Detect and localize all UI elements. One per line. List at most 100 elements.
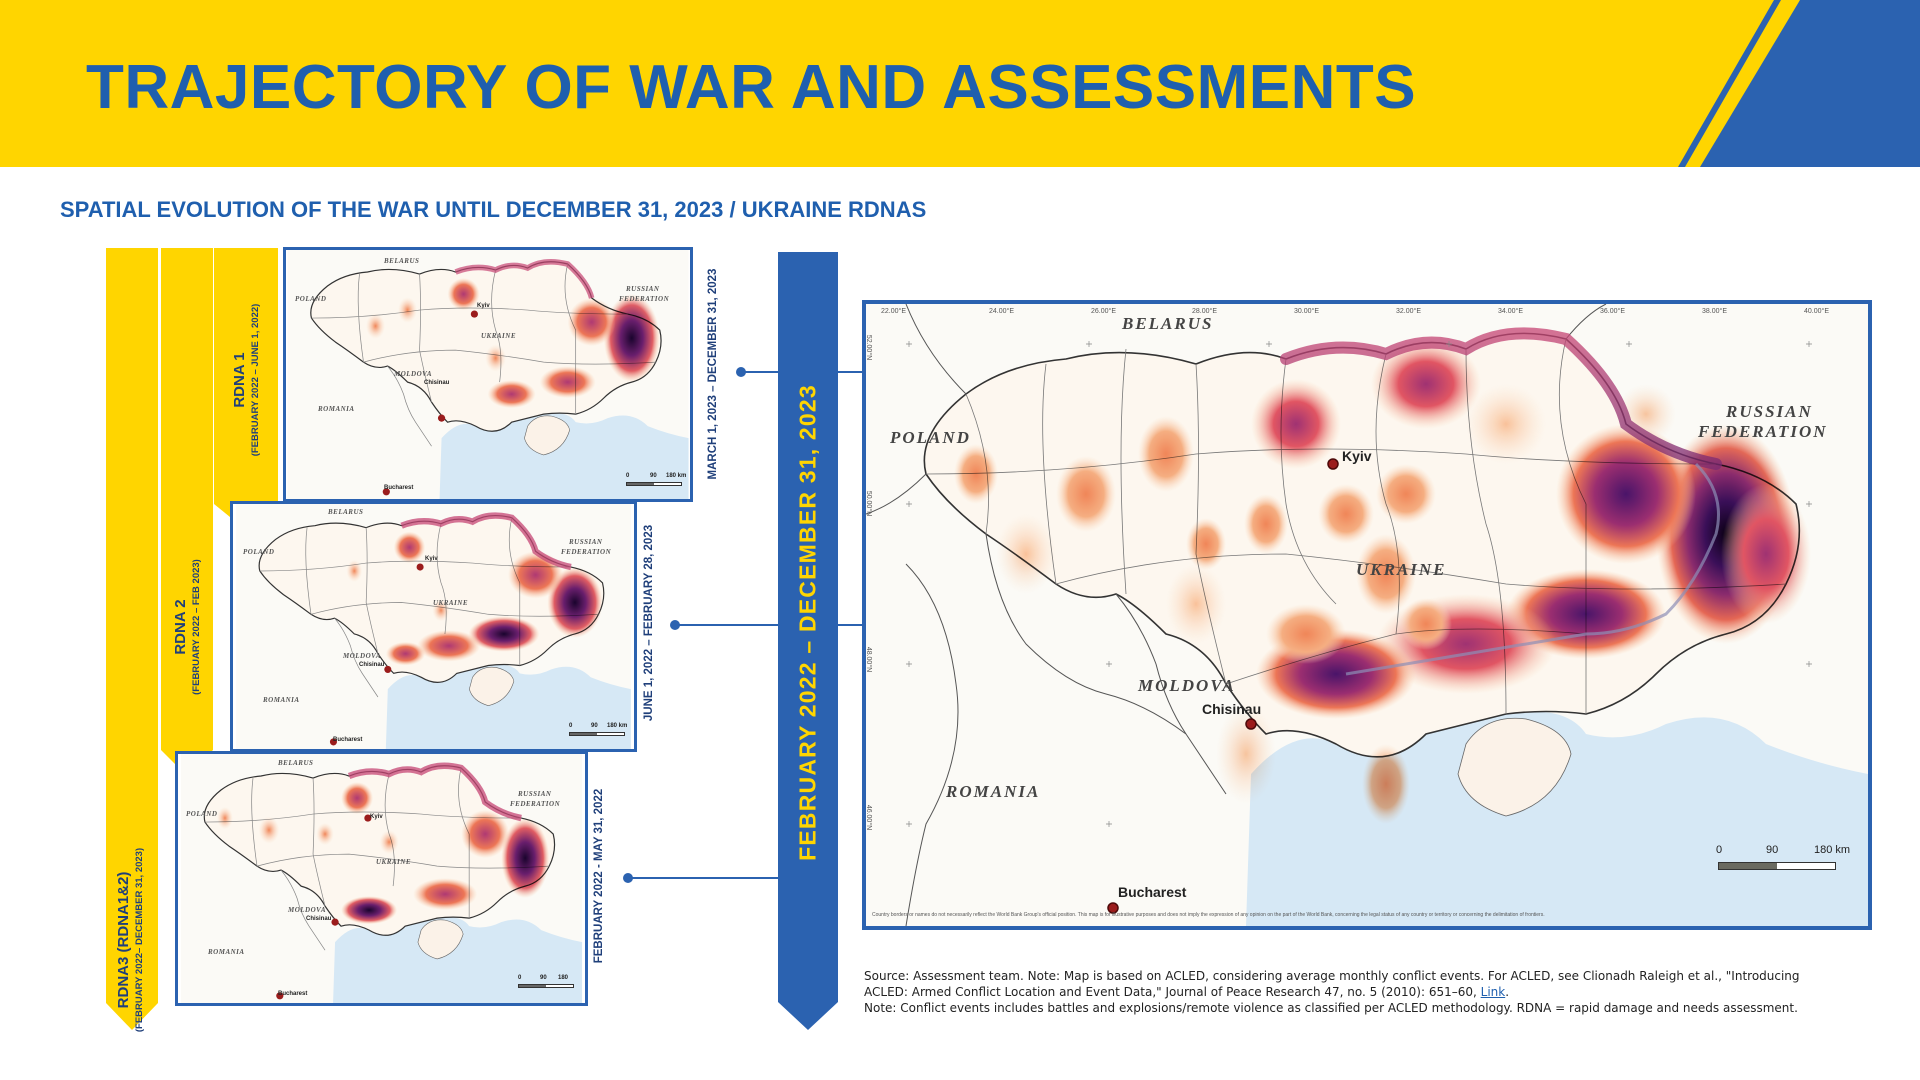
small-map-2-russia: RUSSIAN <box>569 538 603 546</box>
connector-2a <box>675 624 778 626</box>
connector-1b <box>838 371 862 373</box>
small-map-2-belarus: BELARUS <box>328 508 364 516</box>
source-line-1: Source: Assessment team. Note: Map is ba… <box>864 969 1800 983</box>
label-chisinau: Chisinau <box>1202 701 1262 717</box>
small-map-1-ukraine: UKRAINE <box>481 332 517 340</box>
small-map-2-scale-bar <box>569 732 625 736</box>
label-ukraine: UKRAINE <box>1356 560 1447 579</box>
small-map-1-russia-2: FEDERATION <box>619 295 670 303</box>
lon-label-40: 40.00°E <box>1804 308 1829 315</box>
small-map-1-russia: RUSSIAN <box>626 285 660 293</box>
lon-label-36: 36.00°E <box>1600 308 1625 315</box>
scale-mid: 90 <box>1766 844 1779 856</box>
rdna3-banner-label: RDNA3 (RDNA1&2) (FEBRUARY 2022– DECEMBER… <box>115 790 145 1080</box>
small-map-3-bucharest: Bucharest <box>278 991 308 997</box>
header-corner-decoration <box>1678 0 1920 167</box>
overall-period-banner <box>778 252 838 1030</box>
small-map-1-kyiv: Kyiv <box>477 303 490 309</box>
lon-label-38: 38.00°E <box>1702 308 1727 315</box>
rdna3-banner <box>106 248 158 1030</box>
small-map-3-scale-zero: 0 <box>518 975 522 981</box>
label-moldova: MOLDOVA <box>1138 676 1236 695</box>
source-note: Source: Assessment team. Note: Map is ba… <box>864 968 1874 1016</box>
rdna3-name: RDNA3 (RDNA1&2) <box>115 871 132 1009</box>
small-map-3-russia: RUSSIAN <box>518 790 552 798</box>
lon-label-22: 22.00°E <box>881 308 906 315</box>
small-map-2-period: JUNE 1, 2022 – FEBRUARY 28, 2023 <box>643 524 655 722</box>
label-russia: RUSSIAN <box>1726 402 1813 421</box>
conflict-heatmap-graphic <box>866 304 1868 926</box>
small-map-2-romania: ROMANIA <box>263 696 300 704</box>
label-romania: ROMANIA <box>946 782 1041 801</box>
small-map-2-scale-mid: 90 <box>591 723 598 729</box>
scale-bar <box>1718 862 1836 870</box>
label-russia-2: FEDERATION <box>1698 422 1828 441</box>
lon-label-34: 34.00°E <box>1498 308 1523 315</box>
small-map-3-kyiv: Kyiv <box>370 814 383 820</box>
small-map-2-moldova: MOLDOVA <box>343 652 381 660</box>
lat-label-50: 50.00°N <box>865 490 873 517</box>
connector-1a <box>741 371 778 373</box>
small-map-1-scale-bar <box>626 482 682 486</box>
small-map-1-scale-zero: 0 <box>626 473 630 479</box>
small-map-3-chisinau: Chisinau <box>306 916 332 922</box>
small-map-3-moldova: MOLDOVA <box>288 906 326 914</box>
small-map-1-scale-mid: 90 <box>650 473 657 479</box>
lon-label-30: 30.00°E <box>1294 308 1319 315</box>
rdna2-banner-label: RDNA 2 (FEBRUARY 2022 – FEB 2023) <box>172 527 202 727</box>
rdna2-period: (FEBRUARY 2022 – FEB 2023) <box>191 559 202 695</box>
small-map-2-scale-zero: 0 <box>569 723 573 729</box>
bucharest-marker <box>1107 902 1119 914</box>
small-map-1-belarus: BELARUS <box>384 257 420 265</box>
rdna1-period: (FEBRUARY 2022 – JUNE 1, 2022) <box>250 303 261 457</box>
small-map-3-period: FEBRUARY 2022 - MAY 31, 2022 <box>593 788 605 964</box>
source-line-2-end: . <box>1505 985 1510 999</box>
small-map-1-chisinau: Chisinau <box>424 380 450 386</box>
small-map-3-poland: POLAND <box>186 810 218 818</box>
small-map-2-scale-end: 180 km <box>607 723 628 729</box>
kyiv-marker <box>1327 458 1339 470</box>
small-map-2-chisinau: Chisinau <box>359 662 385 668</box>
rdna2-name: RDNA 2 <box>172 599 189 655</box>
rdna1-name: RDNA 1 <box>231 352 248 408</box>
small-map-3-scale-bar <box>518 984 574 988</box>
label-poland: POLAND <box>890 428 971 447</box>
small-map-2-kyiv: Kyiv <box>425 556 438 562</box>
lon-label-26: 26.00°E <box>1091 308 1116 315</box>
small-map-1-bucharest: Bucharest <box>384 485 414 491</box>
scale-zero: 0 <box>1716 844 1723 856</box>
lat-label-48: 48.00°N <box>865 646 873 673</box>
lat-label-52: 52.00°N <box>865 334 873 361</box>
source-line-3: Note: Conflict events includes battles a… <box>864 1001 1798 1015</box>
connector-3a <box>628 877 778 879</box>
conflict-heat <box>954 339 1811 824</box>
small-map-2-russia-2: FEDERATION <box>561 548 612 556</box>
label-kyiv: Kyiv <box>1342 448 1372 464</box>
label-belarus: BELARUS <box>1122 314 1214 333</box>
small-map-2-poland: POLAND <box>243 548 275 556</box>
overall-period-label: FEBRUARY 2022 – DECEMBER 31, 2023 <box>794 384 821 861</box>
rdna1-banner <box>214 248 278 530</box>
lon-label-28: 28.00°E <box>1192 308 1217 315</box>
lon-label-24: 24.00°E <box>989 308 1014 315</box>
lon-label-32: 32.00°E <box>1396 308 1421 315</box>
rdna3-period: (FEBRUARY 2022– DECEMBER 31, 2023) <box>134 847 145 1033</box>
small-map-1-scale-end: 180 km <box>666 473 687 479</box>
page-subtitle: SPATIAL EVOLUTION OF THE WAR UNTIL DECEM… <box>60 197 927 222</box>
small-map-3: BELARUS RUSSIAN FEDERATION POLAND UKRAIN… <box>175 751 588 1006</box>
small-map-3-russia-2: FEDERATION <box>510 800 561 808</box>
small-map-1-moldova: MOLDOVA <box>394 370 432 378</box>
source-line-2: ACLED: Armed Conflict Location and Event… <box>864 984 1874 1000</box>
small-map-2-ukraine: UKRAINE <box>433 599 469 607</box>
chisinau-marker <box>1245 718 1257 730</box>
label-bucharest: Bucharest <box>1118 884 1187 900</box>
source-link[interactable]: Link <box>1480 985 1506 999</box>
neighbor-borders <box>866 304 1607 926</box>
rdna2-banner <box>161 248 213 776</box>
page-title: TRAJECTORY OF WAR AND ASSESSMENTS <box>86 53 1417 122</box>
graticule <box>906 341 1812 827</box>
small-map-3-scale-end: 180 <box>558 975 569 981</box>
small-map-3-romania: ROMANIA <box>208 948 245 956</box>
connector-2b <box>838 624 862 626</box>
